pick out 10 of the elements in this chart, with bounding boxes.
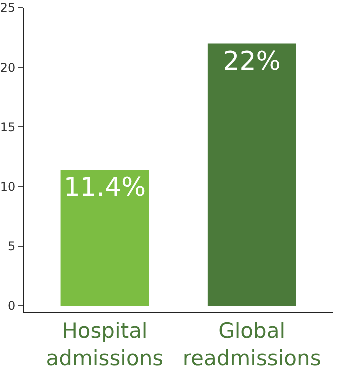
y-tick-label: 10 bbox=[0, 180, 16, 194]
y-tick-label: 5 bbox=[8, 240, 16, 254]
data-label: 11.4% bbox=[64, 173, 146, 204]
y-tick-label: 20 bbox=[0, 60, 16, 75]
x-tick-label: Hospital admissions bbox=[46, 319, 164, 370]
y-tick-label: 15 bbox=[0, 120, 16, 134]
x-tick-label: Global readmissions bbox=[182, 319, 322, 370]
data-label: 22% bbox=[223, 46, 281, 77]
y-tick-label: 25 bbox=[0, 1, 16, 16]
y-tick-label: 0 bbox=[8, 299, 16, 314]
